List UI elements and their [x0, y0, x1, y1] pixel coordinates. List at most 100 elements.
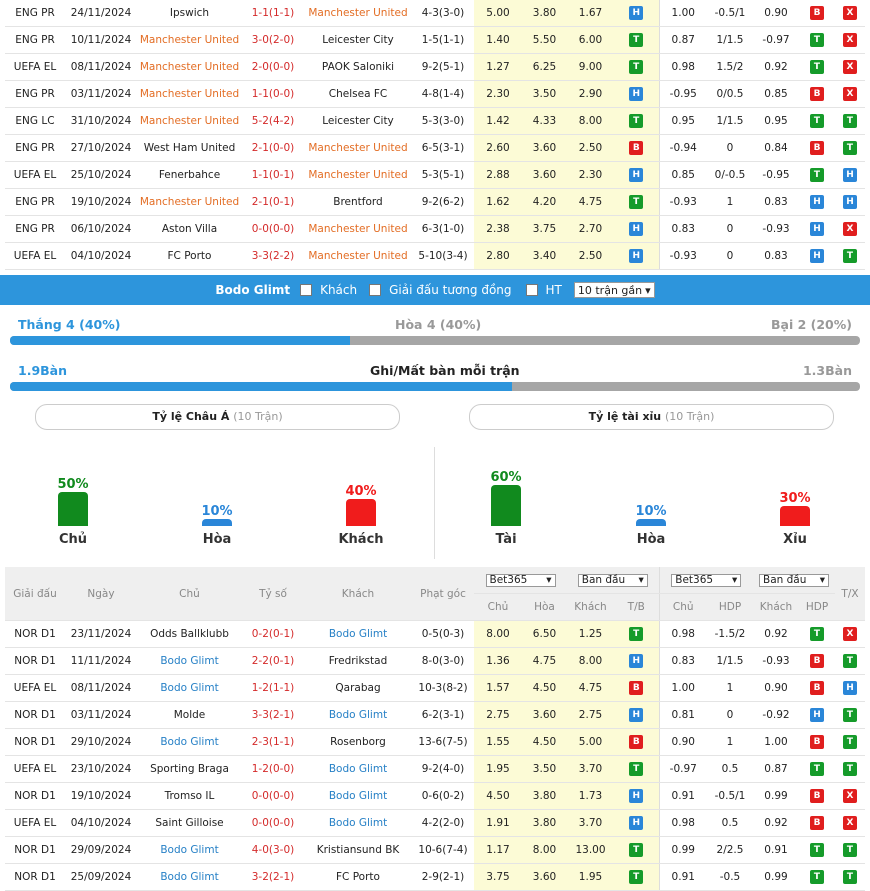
record-bar-fill — [10, 336, 350, 345]
home-team-link[interactable]: Manchester United — [137, 80, 242, 108]
score-cell: 2-1(0-0) — [242, 134, 304, 162]
ah-result-cell: T — [799, 26, 835, 54]
odds-away-cell: 2.30 — [567, 161, 614, 189]
away-team-link[interactable]: Manchester United — [304, 242, 412, 270]
result-badge: H — [629, 816, 644, 830]
bookmaker-select-2[interactable]: Bet365 ▾ — [671, 573, 742, 587]
odds-home-cell: 1.91 — [474, 809, 522, 837]
ou-result-cell: T — [835, 242, 865, 270]
ou-result-cell: X — [835, 53, 865, 81]
ht-checkbox[interactable] — [525, 284, 538, 296]
home-team-link: Aston Villa — [137, 215, 242, 243]
home-team-link[interactable]: Bodo Glimt — [137, 674, 242, 702]
odds-away-cell: 5.00 — [567, 728, 614, 756]
ah-result-badge: T — [810, 870, 824, 884]
away-team-link[interactable]: Bodo Glimt — [304, 782, 412, 810]
odds-type-select-1[interactable]: Ban đầu ▾ — [577, 573, 648, 587]
league-cell: NOR D1 — [5, 863, 65, 891]
asian-handicap-title: Tỷ lệ Châu Á — [152, 410, 230, 423]
ah-line-cell: 0 — [707, 134, 753, 162]
ah-result-cell: B — [799, 782, 835, 810]
date-cell: 04/10/2024 — [65, 242, 137, 270]
ah-result-cell: H — [799, 188, 835, 216]
result-cell: T — [614, 53, 659, 81]
ah-result-badge: B — [810, 141, 824, 155]
table-row: NOR D1 23/11/2024 Odds Ballklubb 0-2(0-1) Bo… — [5, 620, 865, 648]
ou-result-cell: H — [835, 161, 865, 189]
table-row: UEFA EL 08/11/2024 Bodo Glimt 1-2(1-1) Qarab… — [5, 674, 865, 702]
odds-away-cell: 2.70 — [567, 215, 614, 243]
bookmaker-select-1[interactable]: Bet365 ▾ — [485, 573, 556, 587]
home-team-link: FC Porto — [137, 242, 242, 270]
ah-result-cell: B — [799, 728, 835, 756]
home-team-link[interactable]: Bodo Glimt — [137, 647, 242, 675]
odds-draw-cell: 3.60 — [522, 161, 567, 189]
ah-result-badge: B — [810, 816, 824, 830]
odds-type-select-2[interactable]: Ban đầu ▾ — [759, 573, 829, 587]
ah-result-cell: H — [799, 215, 835, 243]
league-cell: ENG PR — [5, 188, 65, 216]
result-badge: T — [629, 870, 644, 884]
corner-cell: 10-6(7-4) — [412, 836, 474, 864]
table-row: ENG PR 06/10/2024 Aston Villa 0-0(0-0) Manch… — [5, 215, 865, 243]
ou-result-badge: X — [843, 33, 857, 47]
score-cell: 0-2(0-1) — [242, 620, 304, 648]
asian-label: Chủ — [58, 532, 88, 547]
date-cell: 03/11/2024 — [65, 80, 137, 108]
chevron-down-icon: ▾ — [819, 574, 825, 586]
home-team-link[interactable]: Bodo Glimt — [137, 863, 242, 891]
ah-line-cell: -0.5 — [707, 863, 753, 891]
result-badge: T — [629, 60, 644, 74]
same-league-checkbox[interactable] — [369, 284, 382, 296]
ah-away-cell: 0.83 — [753, 188, 799, 216]
ou-result-cell: X — [835, 620, 865, 648]
home-team-link[interactable]: Manchester United — [137, 107, 242, 135]
date-cell: 29/10/2024 — [65, 728, 137, 756]
home-team-link[interactable]: Manchester United — [137, 188, 242, 216]
away-team-link[interactable]: Bodo Glimt — [304, 809, 412, 837]
home-team-link[interactable]: Bodo Glimt — [137, 836, 242, 864]
away-team-link[interactable]: Bodo Glimt — [304, 620, 412, 648]
col-date: Ngày — [65, 567, 137, 621]
ah-line-cell: -0.5/1 — [707, 782, 753, 810]
match-count-select[interactable]: 10 trận gần ▾ — [573, 282, 655, 298]
same-league-label: Giải đấu tương đồng — [389, 283, 512, 297]
col-away: Khách — [304, 567, 412, 621]
date-cell: 23/10/2024 — [65, 755, 137, 783]
away-team-link[interactable]: Bodo Glimt — [304, 755, 412, 783]
odds-home-cell: 1.95 — [474, 755, 522, 783]
odds-draw-cell: 3.40 — [522, 242, 567, 270]
result-badge: T — [629, 33, 644, 47]
away-team-link[interactable]: Manchester United — [304, 134, 412, 162]
ah-line-cell: 0 — [707, 701, 753, 729]
away-checkbox[interactable] — [300, 284, 313, 296]
result-cell: T — [614, 107, 659, 135]
ah-line-cell: 0/0.5 — [707, 80, 753, 108]
away-team-link[interactable]: Manchester United — [304, 161, 412, 189]
away-team-link[interactable]: Manchester United — [304, 0, 412, 27]
ah-home-cell: 0.87 — [658, 26, 707, 54]
odds-home-cell: 4.50 — [474, 782, 522, 810]
over-under-tab[interactable]: Tỷ lệ tài xỉu (10 Trận) — [469, 404, 834, 430]
result-cell: H — [614, 647, 659, 675]
league-cell: NOR D1 — [5, 836, 65, 864]
ah-result-cell: T — [799, 755, 835, 783]
league-cell: ENG PR — [5, 215, 65, 243]
goals-scored: 1.9Bàn — [18, 363, 68, 378]
ou-result-badge: X — [843, 222, 857, 236]
home-team-link[interactable]: Manchester United — [137, 53, 242, 81]
asian-handicap-tab[interactable]: Tỷ lệ Châu Á (10 Trận) — [35, 404, 400, 430]
odds-away-cell: 13.00 — [567, 836, 614, 864]
away-team-link[interactable]: Manchester United — [304, 215, 412, 243]
asian-column-1: 10% Hòa — [182, 504, 252, 547]
ah-line-cell: 0 — [707, 242, 753, 270]
odds-draw-cell: 4.75 — [522, 647, 567, 675]
home-team-link[interactable]: Manchester United — [137, 26, 242, 54]
table-row: UEFA EL 04/10/2024 Saint Gilloise 0-0(0-0) B… — [5, 809, 865, 837]
away-team-link[interactable]: Bodo Glimt — [304, 701, 412, 729]
odds-home-cell: 1.36 — [474, 647, 522, 675]
ah-home-cell: 0.83 — [658, 215, 707, 243]
ah-away-cell: 0.83 — [753, 242, 799, 270]
home-team-link[interactable]: Bodo Glimt — [137, 728, 242, 756]
ah-home-cell: 0.90 — [658, 728, 707, 756]
